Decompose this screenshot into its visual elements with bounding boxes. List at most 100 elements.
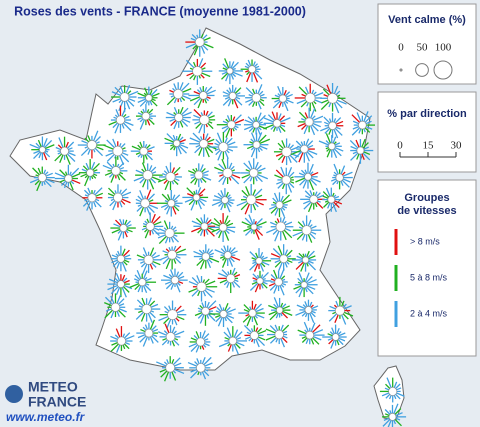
rose-spoke: [139, 141, 143, 148]
rose-spoke: [280, 124, 286, 128]
rose-spoke: [224, 336, 230, 341]
rose-spoke: [206, 219, 212, 225]
rose-spoke: [343, 305, 352, 310]
rose-spoke: [337, 338, 344, 346]
rose-spoke: [191, 34, 198, 40]
rose-spoke: [351, 114, 361, 123]
rose-spoke: [282, 330, 288, 334]
rose-spoke: [147, 297, 152, 305]
rose-spoke: [267, 114, 275, 122]
rose-spoke: [92, 201, 97, 208]
rose-spoke: [181, 107, 189, 116]
rose-spoke: [215, 229, 221, 235]
rose-spoke: [207, 122, 214, 130]
rose-spoke: [206, 89, 216, 95]
rose-spoke: [196, 275, 201, 283]
rose-spoke: [195, 167, 198, 172]
rose-spoke: [226, 327, 232, 338]
rose-center: [173, 139, 181, 147]
rose-spoke: [125, 230, 129, 234]
rose-spoke: [125, 100, 131, 110]
rose-spoke: [167, 340, 170, 344]
rose-spoke: [268, 282, 276, 287]
rose-spoke: [44, 151, 51, 158]
rose-spoke: [197, 290, 201, 297]
rose-center: [249, 168, 259, 178]
rose-spoke: [279, 268, 285, 279]
rose-spoke: [173, 179, 179, 185]
rose-spoke: [274, 230, 280, 242]
rose-spoke: [148, 199, 154, 203]
rose-spoke: [336, 180, 339, 185]
rose-spoke: [323, 116, 331, 124]
rose-spoke: [252, 127, 256, 133]
rose-center: [275, 201, 284, 209]
rose-spoke: [108, 278, 118, 284]
rose-spoke: [285, 93, 293, 98]
rose-spoke: [126, 224, 132, 228]
rose-spoke: [336, 328, 340, 335]
rose-spoke: [153, 227, 160, 231]
rose-spoke: [300, 100, 308, 108]
rose-center: [143, 254, 154, 265]
rose-spoke: [214, 166, 224, 172]
rose-spoke: [230, 175, 240, 185]
rose-spoke: [230, 250, 238, 255]
rose-spoke: [110, 343, 119, 352]
rose-spoke: [301, 93, 306, 97]
rose-spoke: [161, 339, 168, 346]
rose-spoke: [32, 167, 40, 176]
rose-spoke: [256, 327, 263, 333]
rose-spoke: [142, 270, 148, 280]
rose-spoke: [145, 282, 150, 286]
rose-spoke: [36, 181, 42, 192]
rose-spoke: [190, 344, 199, 352]
rose-spoke: [171, 167, 176, 173]
rose-spoke: [140, 154, 143, 159]
rose-spoke: [159, 255, 169, 261]
rose-center: [304, 306, 313, 314]
rose-spoke: [226, 228, 236, 233]
rose-spoke: [137, 98, 147, 103]
rose-spoke: [283, 90, 287, 96]
rose-spoke: [198, 249, 204, 255]
rose-spoke: [151, 262, 157, 268]
rose-spoke: [111, 91, 121, 96]
rose-spoke: [120, 153, 130, 163]
rose-spoke: [123, 343, 130, 350]
rose-spoke: [255, 252, 259, 259]
rose-spoke: [201, 72, 211, 78]
rose-spoke: [298, 287, 304, 298]
rose-spoke: [280, 284, 285, 288]
rose-spoke: [282, 310, 293, 316]
rose-spoke: [57, 144, 63, 149]
rose-center: [226, 273, 236, 283]
logo-url: www.meteo.fr: [6, 410, 86, 424]
rose-spoke: [274, 220, 278, 224]
rose-center: [64, 174, 73, 183]
rose-spoke: [257, 126, 262, 131]
rose-spoke: [189, 67, 194, 70]
rose-spoke: [121, 274, 126, 282]
rose-spoke: [234, 125, 239, 129]
rose-spoke: [352, 120, 359, 125]
rose-spoke: [227, 200, 234, 205]
rose-center: [112, 145, 123, 157]
rose-center: [144, 328, 154, 338]
rose-spoke: [119, 171, 124, 175]
rose-spoke: [199, 229, 204, 236]
rose-spoke: [150, 178, 157, 184]
rose-center: [252, 140, 261, 149]
rose-spoke: [192, 168, 197, 173]
rose-center: [300, 281, 308, 289]
rose-spoke: [271, 111, 277, 121]
rose-spoke: [204, 278, 210, 284]
rose-spoke: [333, 118, 337, 123]
rose-spoke: [252, 189, 257, 196]
rose-spoke: [137, 144, 142, 149]
rose-spoke: [225, 229, 230, 234]
rose-spoke: [215, 149, 221, 156]
rose-spoke: [281, 140, 286, 148]
rose-spoke: [194, 361, 199, 366]
rose-spoke: [144, 284, 152, 292]
